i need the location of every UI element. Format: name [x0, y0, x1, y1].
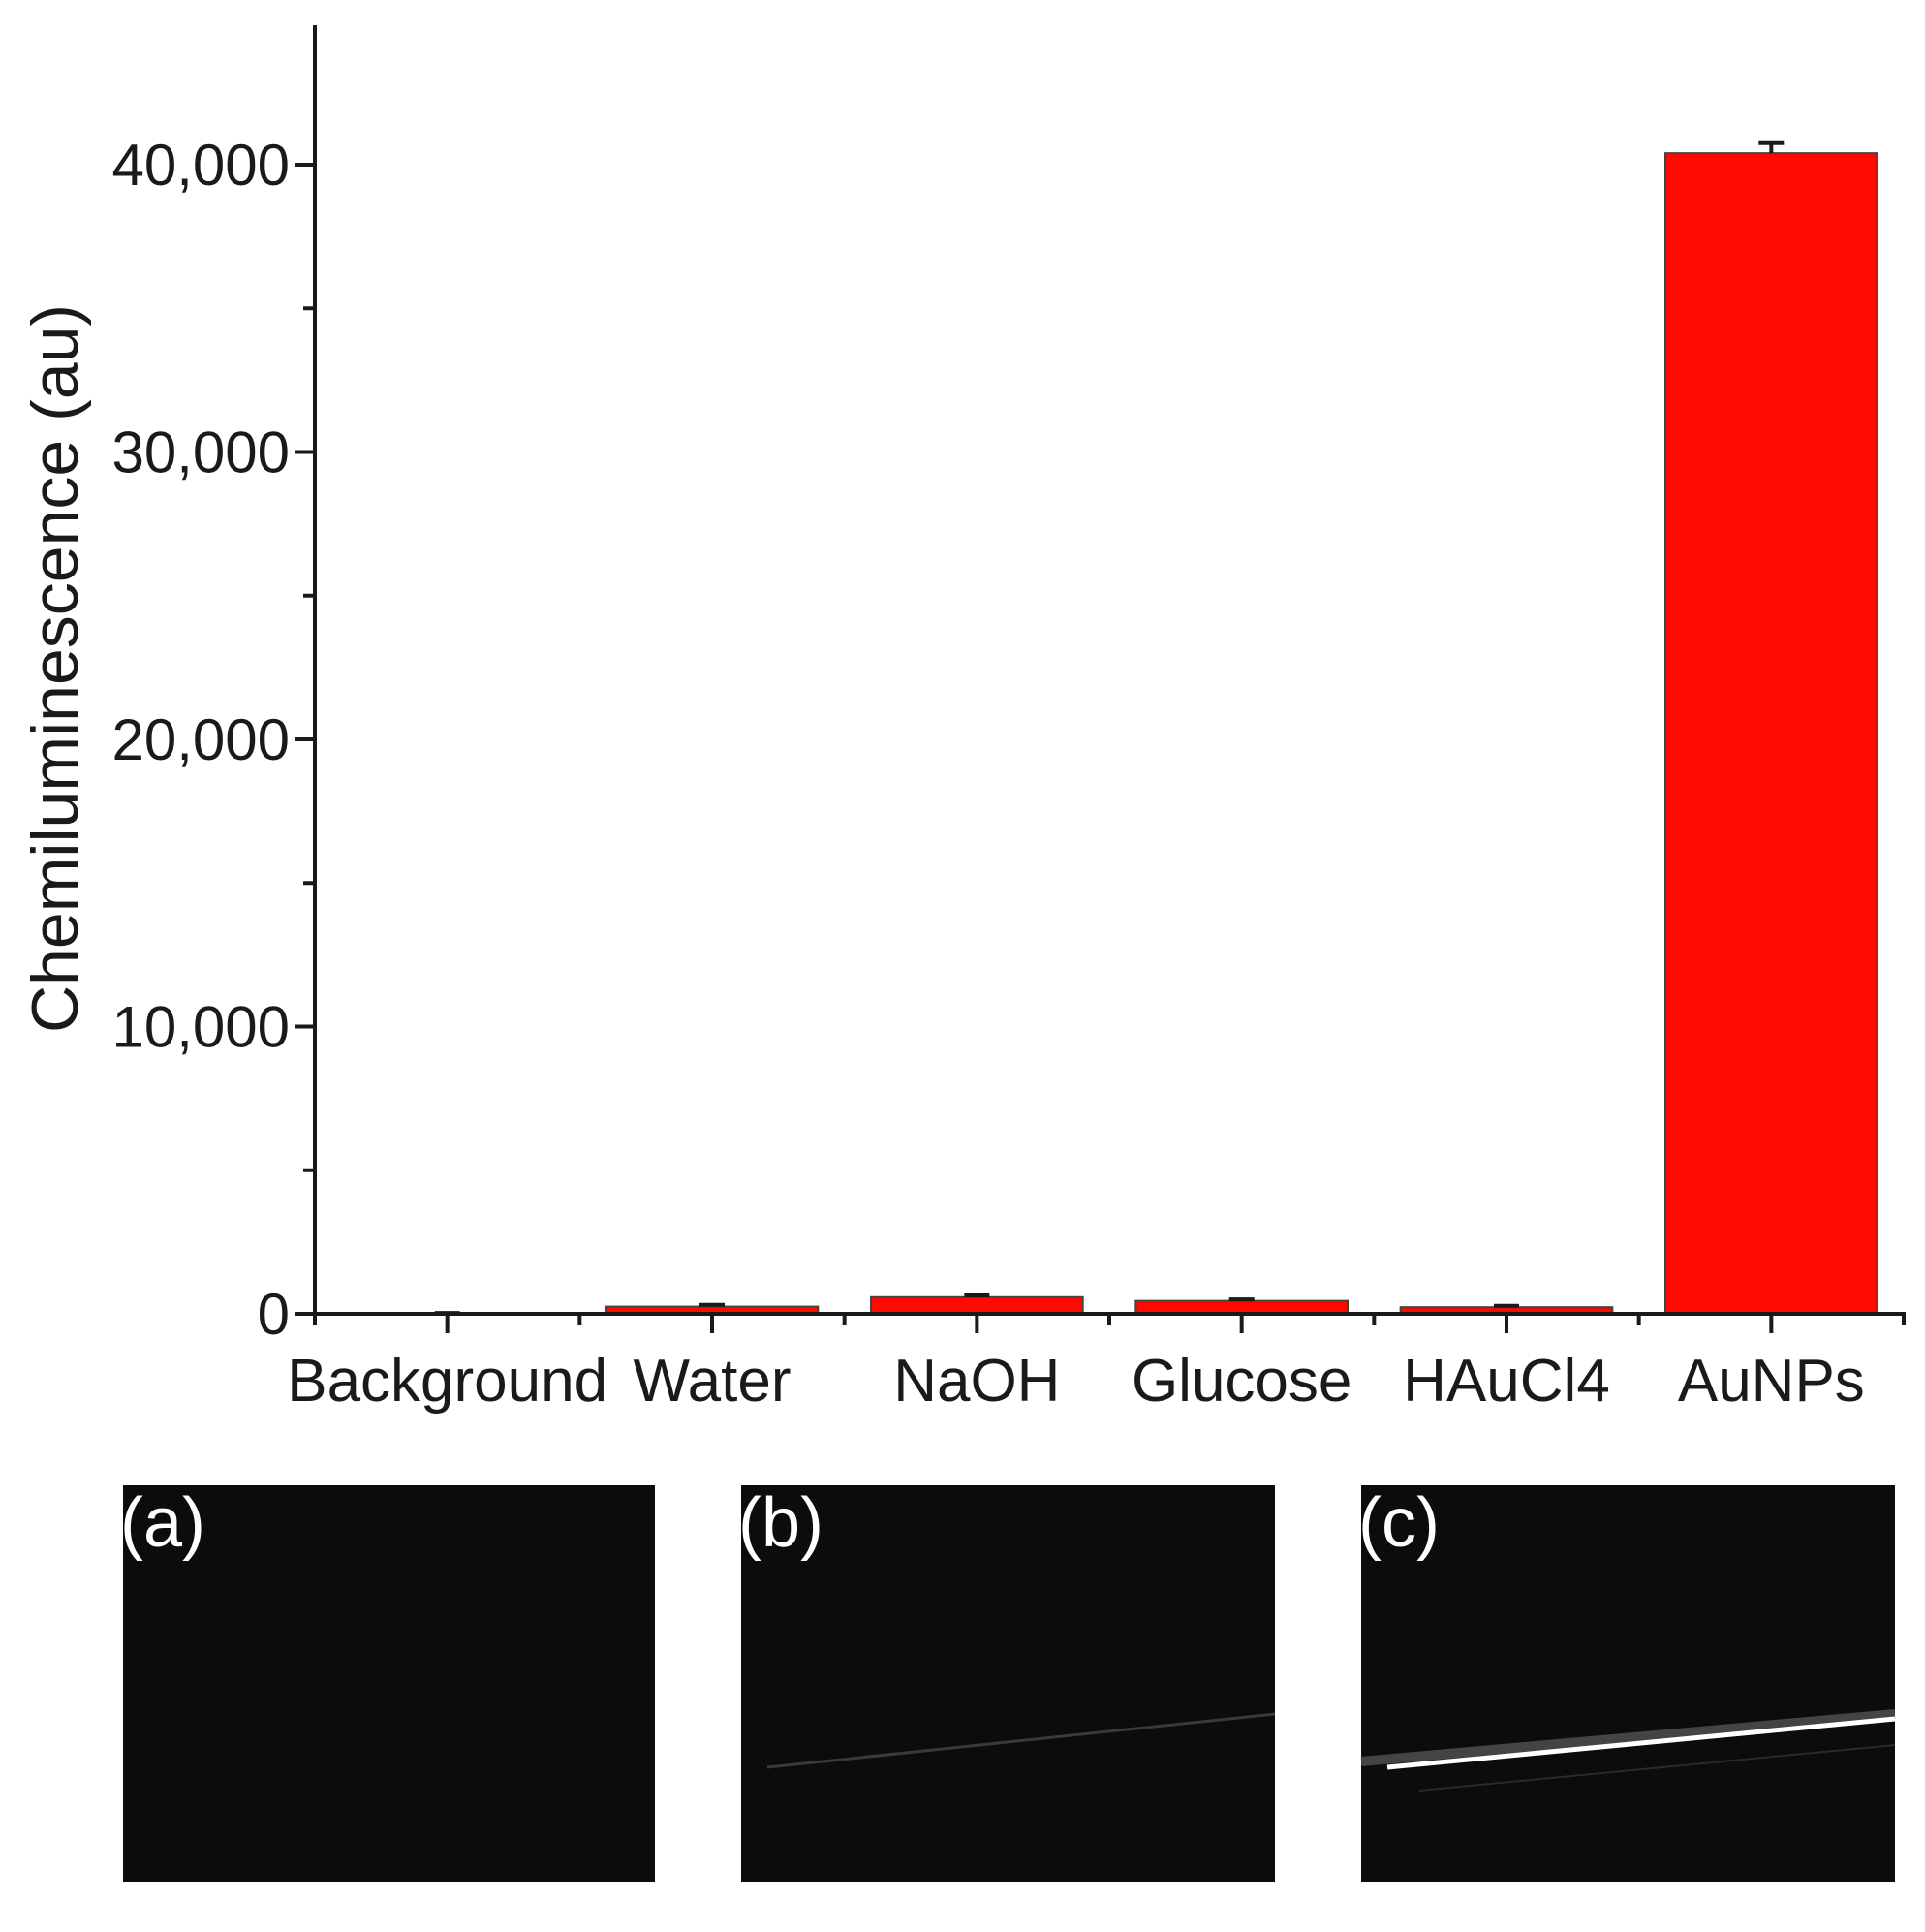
x-tick-label: AuNPs — [1678, 1348, 1865, 1415]
streak-line — [1386, 1716, 1896, 1770]
x-tick-label: Water — [633, 1348, 791, 1415]
bar-chart: Chemiluminescence (au) 0 10,000 20,000 30,0… — [18, 25, 1906, 1415]
image-panels: (a) (b) (c) — [120, 1484, 1896, 1882]
y-tick-label: 30,000 — [111, 421, 290, 485]
x-axis: Background Water NaOH Glucose HAuCl4 AuNPs — [287, 1312, 1906, 1415]
panel-label: (c) — [1358, 1484, 1440, 1562]
streak-reflection — [1418, 1744, 1896, 1792]
bar — [1134, 1299, 1350, 1315]
x-tick-label: HAuCl4 — [1403, 1348, 1610, 1415]
panel-label: (b) — [738, 1484, 823, 1562]
y-tick-label: 10,000 — [111, 995, 290, 1060]
bar — [1664, 152, 1878, 1315]
y-axis: 0 10,000 20,000 30,000 40,000 — [111, 25, 317, 1347]
panel-label: (a) — [120, 1484, 205, 1562]
x-tick-label: NaOH — [893, 1348, 1060, 1415]
panel-background — [741, 1485, 1275, 1882]
bar — [870, 1295, 1084, 1315]
y-tick-label: 40,000 — [111, 133, 290, 198]
bars-group — [605, 152, 1878, 1316]
error-bars-group — [434, 140, 1785, 1316]
image-panel: (a) — [120, 1484, 655, 1882]
streak-line — [766, 1712, 1276, 1769]
streak-glow — [1360, 1709, 1896, 1766]
image-panel: (c) — [1358, 1484, 1896, 1882]
y-axis-title: Chemiluminescence (au) — [18, 304, 92, 1033]
panel-background — [1361, 1485, 1895, 1882]
x-tick-label: Glucose — [1132, 1348, 1351, 1415]
panel-background — [123, 1485, 655, 1882]
y-tick-label: 0 — [258, 1282, 290, 1347]
y-tick-label: 20,000 — [111, 707, 290, 772]
x-tick-label: Background — [287, 1348, 607, 1415]
image-panel: (b) — [738, 1484, 1276, 1882]
